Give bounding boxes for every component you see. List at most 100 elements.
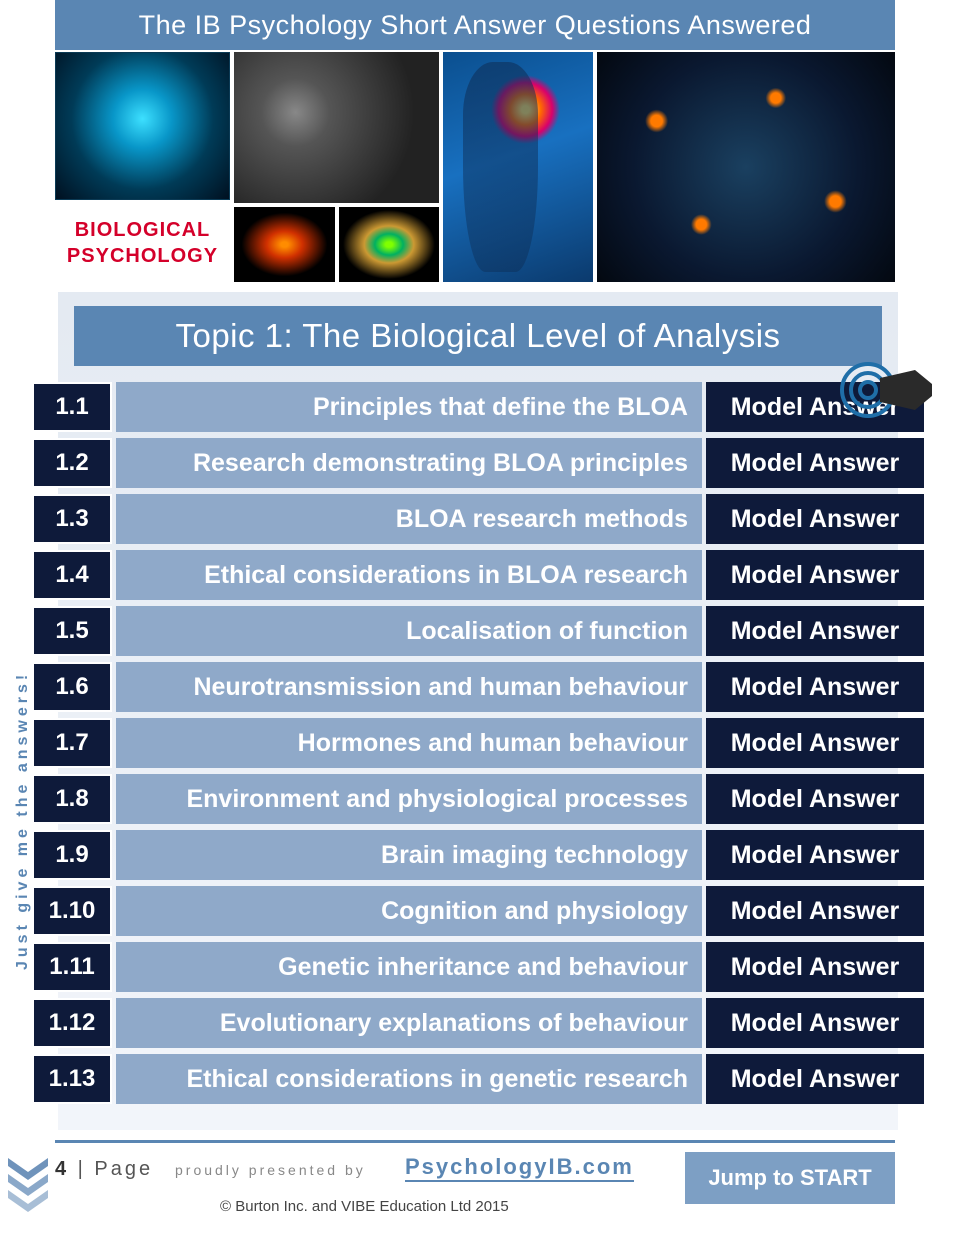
model-answer-button[interactable]: Model Answer <box>706 998 924 1048</box>
topic-row: 1.6 Neurotransmission and human behaviour… <box>32 662 924 712</box>
topic-title-box: Principles that define the BLOA <box>116 382 702 432</box>
topic-number-box: 1.7 <box>32 718 112 768</box>
topic-title-box: Environment and physiological processes <box>116 774 702 824</box>
topic-number-box: 1.13 <box>32 1054 112 1104</box>
topic-number: 1.11 <box>49 953 94 981</box>
jump-to-start-button[interactable]: Jump to START <box>685 1152 895 1204</box>
neurons-image <box>234 52 439 203</box>
chevron-down-icon <box>6 1156 50 1217</box>
topic-row-title: Research demonstrating BLOA principles <box>193 449 688 478</box>
topic-row-title: Ethical considerations in BLOA research <box>204 561 688 590</box>
model-answer-label: Model Answer <box>731 785 900 814</box>
topic-row-title: Brain imaging technology <box>381 841 688 870</box>
topic-number: 1.13 <box>49 1065 96 1093</box>
topic-row: 1.13 Ethical considerations in genetic re… <box>32 1054 924 1104</box>
model-answer-button[interactable]: Model Answer <box>706 662 924 712</box>
topic-row: 1.1 Principles that define the BLOA Model … <box>32 382 924 432</box>
footer: 4 | Page proudly presented by Psychology… <box>0 1150 960 1230</box>
page-title: The IB Psychology Short Answer Questions… <box>139 10 812 41</box>
topic-row-title: Environment and physiological processes <box>186 785 688 814</box>
topic-number: 1.7 <box>55 729 88 757</box>
topic-row-title: Genetic inheritance and behaviour <box>278 953 688 982</box>
topic-title-box: Localisation of function <box>116 606 702 656</box>
topic-row-title: Neurotransmission and human behaviour <box>193 673 688 702</box>
topic-number-box: 1.1 <box>32 382 112 432</box>
topic-number: 1.6 <box>55 673 88 701</box>
side-vertical-text: Just give me the answers! <box>14 671 32 970</box>
topic-number: 1.4 <box>55 561 88 589</box>
model-answer-button[interactable]: Model Answer <box>706 494 924 544</box>
model-answer-label: Model Answer <box>731 673 900 702</box>
topic-number: 1.8 <box>55 785 88 813</box>
page-word: | Page <box>69 1158 153 1180</box>
topic-number-box: 1.3 <box>32 494 112 544</box>
topic-number-box: 1.8 <box>32 774 112 824</box>
model-answer-button[interactable]: Model Answer <box>706 830 924 880</box>
topic-number-box: 1.9 <box>32 830 112 880</box>
topic-title-box: Neurotransmission and human behaviour <box>116 662 702 712</box>
side-text-content: Just give me the answers! <box>14 671 31 970</box>
topic-title-box: BLOA research methods <box>116 494 702 544</box>
model-answer-label: Model Answer <box>731 617 900 646</box>
topic-row: 1.4 Ethical considerations in BLOA resear… <box>32 550 924 600</box>
model-answer-button[interactable]: Model Answer <box>706 1054 924 1104</box>
topic-number: 1.2 <box>55 449 88 477</box>
footer-divider <box>55 1140 895 1143</box>
topic-row-title: Ethical considerations in genetic resear… <box>186 1065 688 1094</box>
topic-number: 1.10 <box>49 897 96 925</box>
topic-number-box: 1.5 <box>32 606 112 656</box>
head-profile-image <box>443 52 593 282</box>
brain-scan-image-2 <box>339 207 440 282</box>
topic-row: 1.11 Genetic inheritance and behaviour Mod… <box>32 942 924 992</box>
biological-psychology-label: BIOLOGICAL PSYCHOLOGY <box>55 204 230 282</box>
topic-number: 1.1 <box>55 393 88 421</box>
model-answer-label: Model Answer <box>731 1065 900 1094</box>
topic-number-box: 1.10 <box>32 886 112 936</box>
topic-title-box: Hormones and human behaviour <box>116 718 702 768</box>
topic-number-box: 1.12 <box>32 998 112 1048</box>
topic-row-title: Principles that define the BLOA <box>313 393 688 422</box>
page-title-bar: The IB Psychology Short Answer Questions… <box>55 0 895 50</box>
model-answer-button[interactable]: Model Answer <box>706 606 924 656</box>
topic-number: 1.3 <box>55 505 88 533</box>
topic-row: 1.2 Research demonstrating BLOA principle… <box>32 438 924 488</box>
topic-title-box: Cognition and physiology <box>116 886 702 936</box>
bio-label-2: PSYCHOLOGY <box>67 243 218 269</box>
topic-number: 1.12 <box>49 1009 96 1037</box>
model-answer-label: Model Answer <box>731 561 900 590</box>
topic-number-box: 1.2 <box>32 438 112 488</box>
model-answer-button[interactable]: Model Answer <box>706 438 924 488</box>
topic-title-box: Brain imaging technology <box>116 830 702 880</box>
topic-row: 1.7 Hormones and human behaviour Model Ans… <box>32 718 924 768</box>
model-answer-button[interactable]: Model Answer <box>706 774 924 824</box>
model-answer-button[interactable]: Model Answer <box>706 550 924 600</box>
topic-number: 1.5 <box>55 617 88 645</box>
topic-row: 1.5 Localisation of function Model Answer <box>32 606 924 656</box>
model-answer-label: Model Answer <box>731 1009 900 1038</box>
brain-scan-image-1 <box>234 207 335 282</box>
bio-label-1: BIOLOGICAL <box>75 217 211 243</box>
topic-title-box: Research demonstrating BLOA principles <box>116 438 702 488</box>
topic-row-title: Localisation of function <box>406 617 688 646</box>
model-answer-button[interactable]: Model Answer <box>706 718 924 768</box>
model-answer-label: Model Answer <box>731 897 900 926</box>
page-number-value: 4 <box>55 1158 69 1180</box>
topic-row-title: BLOA research methods <box>396 505 688 534</box>
site-link[interactable]: PsychologyIB.com <box>405 1154 634 1182</box>
topic-number-box: 1.4 <box>32 550 112 600</box>
topic-row: 1.9 Brain imaging technology Model Answer <box>32 830 924 880</box>
model-answer-button[interactable]: Model Answer <box>706 942 924 992</box>
synapse-image <box>597 52 895 282</box>
topic-title-box: Ethical considerations in genetic resear… <box>116 1054 702 1104</box>
model-answer-button[interactable]: Model Answer <box>706 886 924 936</box>
model-answer-label: Model Answer <box>731 729 900 758</box>
topic-title-box: Evolutionary explanations of behaviour <box>116 998 702 1048</box>
header-image-strip: BIOLOGICAL PSYCHOLOGY <box>55 52 895 282</box>
topic-title: Topic 1: The Biological Level of Analysi… <box>175 317 780 355</box>
topic-title-box: Ethical considerations in BLOA research <box>116 550 702 600</box>
jump-label: Jump to START <box>708 1165 871 1191</box>
topic-row: 1.8 Environment and physiological process… <box>32 774 924 824</box>
topic-number-box: 1.6 <box>32 662 112 712</box>
model-answer-button[interactable]: Model Answer <box>706 382 924 432</box>
model-answer-label: Model Answer <box>731 841 900 870</box>
